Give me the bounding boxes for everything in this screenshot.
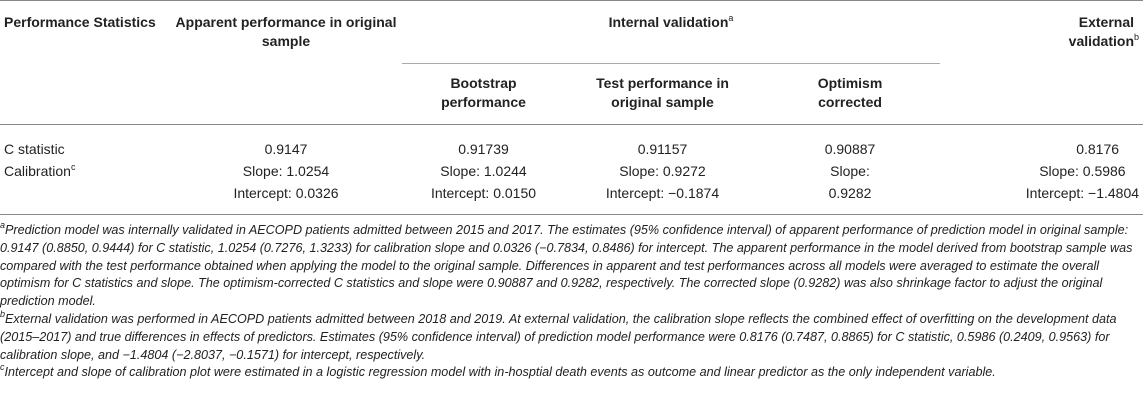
cell-line: Slope: 0.5986 [1039,163,1126,179]
superscript: b [1134,32,1140,42]
cell: 0.8176 [940,125,1143,161]
row-label: Calibrationc [0,160,170,215]
cell: Slope: 0.9282 [760,160,940,215]
performance-table: Performance Statistics Apparent performa… [0,0,1143,215]
superscript: c [70,162,76,172]
cell-text: 0.8176 [1076,141,1120,157]
cell-line: Slope: 1.0244 [440,163,527,179]
header-text: Performance Statistics [4,14,156,30]
header-cell: Performance Statistics [0,1,170,125]
header-cell: Test performance in original sample [565,64,760,125]
cell: 0.91157 [637,141,688,157]
header-text: Apparent performance in original sample [175,14,397,49]
header-cell: Bootstrap performance [402,64,565,125]
cell-line: Slope: 0.9272 [619,163,706,179]
header-cell: Apparent performance in original sample [170,1,402,125]
header-cell: External validationb [940,1,1143,125]
footnote: bExternal validation was performed in AE… [0,308,1141,364]
footnote-text: Intercept and slope of calibration plot … [4,365,996,380]
footnote: aPrediction model was internally validat… [0,220,1141,311]
footnote-text: External validation was performed in AEC… [0,311,1117,362]
cell: Slope: 1.0244 Intercept: 0.0150 [402,160,565,215]
cell-block: Slope: 0.5986 Intercept: −1.4804 [1026,160,1139,204]
header-text: External validation [1068,14,1135,49]
cell: 0.90887 [824,141,876,157]
cell: 0.91739 [458,141,509,157]
cell-line: Intercept: 0.0150 [430,185,537,201]
cell-line: Slope: 1.0254 [242,163,330,179]
cell-line: Slope: [830,163,870,179]
row-label-text: Calibration [4,163,71,179]
footnote-mark: a [0,220,6,230]
header-text: Test performance in original sample [596,75,729,110]
header-text: Internal validation [608,14,729,30]
cell: Slope: 0.9272 Intercept: −0.1874 [565,160,760,215]
cell-line: Intercept: −1.4804 [1025,185,1140,201]
footnote: cIntercept and slope of calibration plot… [0,362,1141,382]
cell: Slope: 1.0254 Intercept: 0.0326 [170,160,402,215]
header-cell: Optimism corrected [760,64,940,125]
header-cell: Internal validationa [402,0,941,64]
row-label: C statistic [4,141,65,157]
cell-line: Intercept: −0.1874 [605,185,720,201]
superscript: a [728,13,734,23]
header-text: Bootstrap performance [441,75,526,110]
footnote-mark: c [0,362,5,373]
header-text: Optimism corrected [817,75,883,110]
footnote-text: Prediction model was internally validate… [0,223,1133,309]
cell: Slope: 0.5986 Intercept: −1.4804 [940,160,1143,215]
cell-line: 0.9282 [828,185,872,201]
cell-line: Intercept: 0.0326 [233,185,339,201]
cell: 0.9147 [264,141,308,157]
footnote-mark: b [0,308,6,319]
footnotes: aPrediction model was internally validat… [0,215,1143,382]
